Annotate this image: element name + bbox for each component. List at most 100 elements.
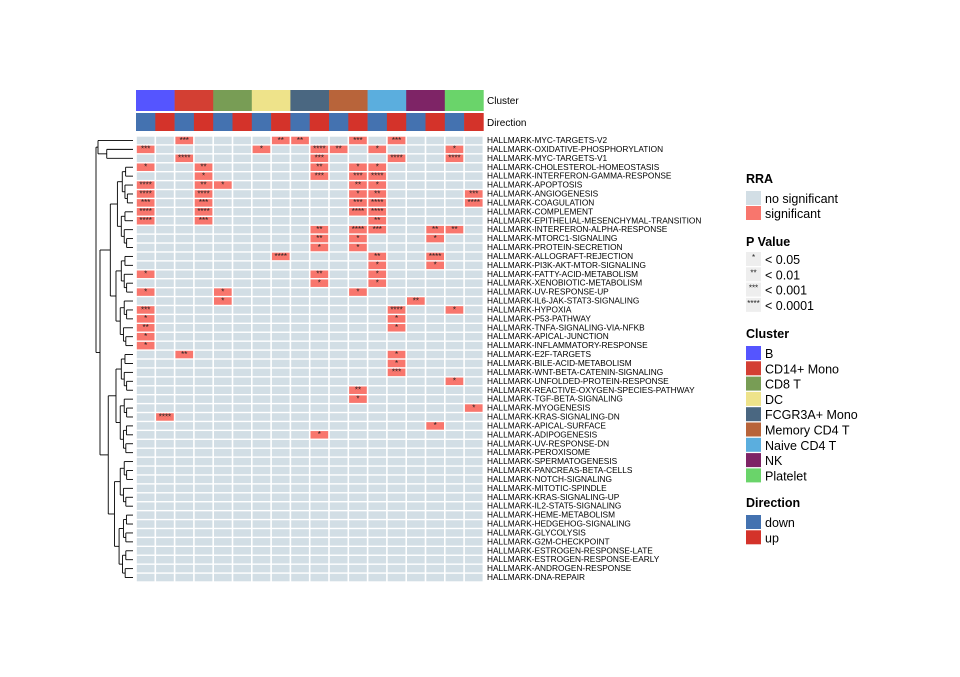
heatmap-cell [252, 457, 271, 466]
heatmap-cell [156, 493, 174, 502]
heatmap-cell [329, 243, 348, 252]
legend-cluster-swatch [746, 453, 761, 468]
row-label: HALLMARK-ANGIOGENESIS [487, 189, 599, 199]
pvalue-stars: *** [353, 171, 362, 180]
heatmap-cell [445, 555, 464, 564]
heatmap-cell [136, 279, 155, 287]
heatmap-cell [156, 190, 174, 198]
row-label: HALLMARK-WNT-BETA-CATENIN-SIGNALING [487, 367, 663, 377]
heatmap-cell [329, 261, 348, 270]
heatmap-cell [407, 475, 425, 484]
pvalue-stars: **** [448, 154, 460, 163]
heatmap-cell-significant [136, 270, 155, 279]
heatmap-cell [445, 564, 464, 573]
heatmap-cell [368, 457, 387, 466]
heatmap-cell-significant [349, 208, 367, 216]
heatmap-cell [214, 368, 232, 377]
heatmap-cell-significant [329, 145, 348, 154]
heatmap-cell [407, 234, 425, 243]
pvalue-stars: ** [200, 163, 206, 172]
row-label: HALLMARK-TGF-BETA-SIGNALING [487, 394, 623, 404]
heatmap-cell-significant [136, 306, 155, 314]
legend-swatch-no-significant [746, 191, 761, 205]
heatmap-cell [445, 404, 464, 412]
heatmap-cell [368, 448, 387, 457]
heatmap-cell [156, 315, 174, 323]
heatmap-cell [426, 413, 444, 421]
heatmap-cell [175, 502, 194, 510]
heatmap-cell [156, 564, 174, 573]
heatmap-cell [233, 243, 251, 252]
heatmap-cell [271, 564, 290, 573]
heatmap-cell [291, 529, 309, 537]
heatmap-cell [426, 270, 444, 279]
heatmap-cell [214, 386, 232, 394]
heatmap-cell [214, 475, 232, 484]
heatmap-cell [426, 190, 444, 198]
heatmap-cell [387, 431, 406, 439]
heatmap-cell-significant [426, 261, 444, 270]
heatmap-cell [194, 350, 213, 359]
heatmap-cell [368, 484, 387, 493]
heatmap-cell [310, 368, 329, 377]
pvalue-stars: **** [139, 189, 151, 198]
heatmap-cell [291, 270, 309, 279]
heatmap-cell [175, 368, 194, 377]
heatmap-cell [175, 288, 194, 296]
heatmap-cell [464, 154, 483, 163]
heatmap-cell [464, 288, 483, 296]
heatmap-cell [194, 395, 213, 403]
heatmap-cell [407, 199, 425, 207]
heatmap-cell [233, 136, 251, 145]
heatmap-cell [136, 520, 155, 528]
legend-pvalue-swatch [746, 297, 761, 312]
heatmap-cell [136, 386, 155, 394]
pvalue-stars: ** [374, 189, 380, 198]
heatmap-cell [194, 297, 213, 305]
column-annotations [136, 90, 484, 131]
heatmap-cell [329, 564, 348, 573]
heatmap-cell [252, 199, 271, 207]
heatmap-cell [214, 279, 232, 287]
heatmap-cell [464, 386, 483, 394]
heatmap-cell [271, 529, 290, 537]
heatmap-cell [426, 448, 444, 457]
legend-cluster-swatch [746, 407, 761, 422]
heatmap-cell [233, 448, 251, 457]
row-label: HALLMARK-NOTCH-SIGNALING [487, 474, 612, 484]
heatmap-cell [233, 288, 251, 296]
direction-annotation-down [367, 113, 388, 131]
legend-pvalue-label: < 0.001 [765, 284, 807, 298]
heatmap-cell [464, 475, 483, 484]
heatmap-cell [349, 547, 367, 555]
row-label: HALLMARK-TNFA-SIGNALING-VIA-NFKB [487, 322, 645, 332]
heatmap-cell [175, 172, 194, 180]
heatmap-cell [175, 466, 194, 475]
heatmap-cell [445, 315, 464, 323]
heatmap-cell [387, 538, 406, 546]
heatmap-cell [329, 297, 348, 305]
legend-cluster-swatch [746, 422, 761, 437]
heatmap-cell [252, 547, 271, 555]
heatmap-cell [368, 431, 387, 439]
direction-annotation-up [425, 113, 446, 131]
heatmap-cell [156, 359, 174, 368]
heatmap-cell [233, 457, 251, 466]
heatmap-cell [310, 216, 329, 225]
heatmap-cell [291, 377, 309, 386]
pvalue-stars: **** [371, 207, 383, 216]
heatmap-cell [214, 243, 232, 252]
heatmap-cell-significant [310, 225, 329, 234]
heatmap-cell [175, 341, 194, 350]
heatmap-cell-significant [426, 252, 444, 261]
heatmap-cell [387, 225, 406, 234]
pvalue-stars: * [395, 314, 398, 323]
row-label: HALLMARK-MTORC1-SIGNALING [487, 233, 617, 243]
heatmap-cell [291, 341, 309, 350]
heatmap-cell [445, 413, 464, 421]
heatmap-cell [271, 341, 290, 350]
pvalue-stars: * [356, 234, 359, 243]
row-label: HALLMARK-MITOTIC-SPINDLE [487, 483, 607, 493]
heatmap-cell [349, 404, 367, 412]
